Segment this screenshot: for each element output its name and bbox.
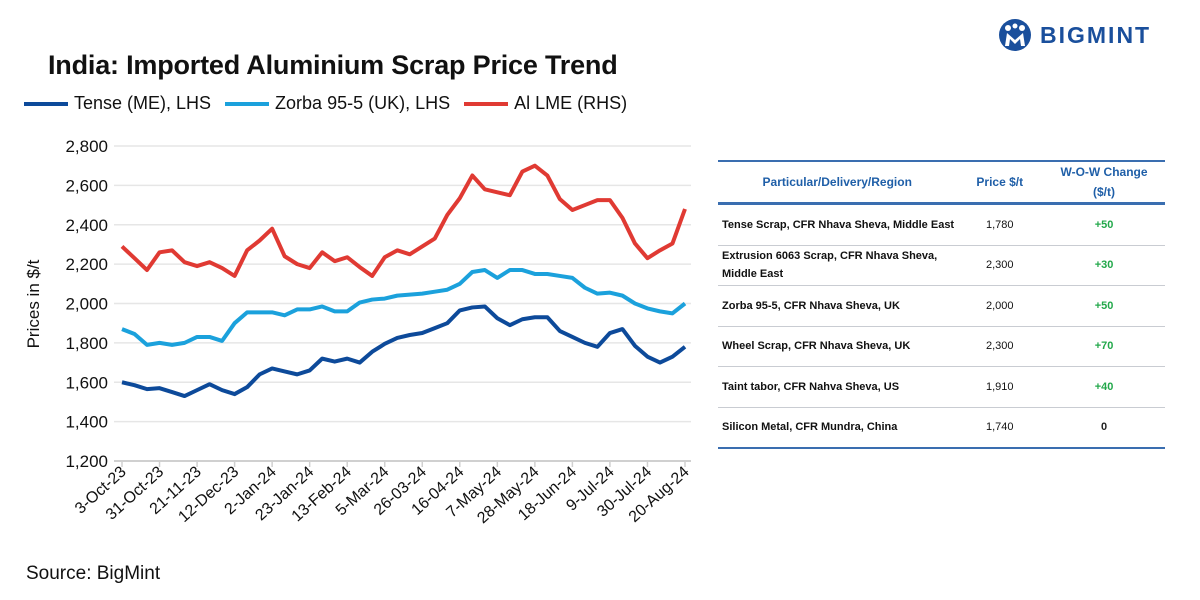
legend-swatch [464, 101, 509, 106]
table-row: Extrusion 6063 Scrap, CFR Nhava Sheva, M… [718, 245, 1165, 286]
price-table: Particular/Delivery/Region Price $/t W-O… [718, 160, 1165, 449]
legend-item-tense: Tense (ME), LHS [24, 93, 211, 114]
legend-label: Tense (ME), LHS [74, 93, 212, 113]
legend: Tense (ME), LHS Zorba 95-5 (UK), LHS Al … [24, 93, 627, 114]
table-row: Taint tabor, CFR Nahva Sheva, US 1,910 +40 [718, 366, 1165, 408]
series-line-al-lme [120, 163, 687, 278]
row-change: +30 [1043, 245, 1165, 286]
table-row: Silicon Metal, CFR Mundra, China 1,740 0 [718, 407, 1165, 449]
y-tick-label: 1,600 [65, 373, 108, 392]
row-price: 1,740 [956, 407, 1044, 449]
y-tick-label: 2,400 [65, 216, 108, 235]
row-price: 2,300 [956, 326, 1044, 367]
legend-item-lme: Al LME (RHS) [464, 93, 627, 114]
table-row: Wheel Scrap, CFR Nhava Sheva, UK 2,300 +70 [718, 326, 1165, 367]
table-header: Particular/Delivery/Region Price $/t W-O… [718, 160, 1165, 205]
row-change: +50 [1043, 285, 1165, 327]
header-particular: Particular/Delivery/Region [718, 160, 957, 205]
row-change: +50 [1043, 203, 1165, 246]
row-change: +40 [1043, 366, 1165, 408]
series-line-tense [121, 304, 687, 399]
y-tick-label: 1,400 [65, 413, 108, 432]
y-axis-label: Prices in $/t [24, 259, 43, 348]
row-particular: Wheel Scrap, CFR Nhava Sheva, UK [718, 326, 957, 367]
row-particular: Zorba 95-5, CFR Nhava Sheva, UK [718, 285, 957, 327]
row-change: 0 [1043, 407, 1165, 449]
y-tick-label: 2,600 [65, 176, 108, 195]
y-tick-label: 2,800 [65, 137, 108, 156]
legend-label: Al LME (RHS) [514, 93, 628, 113]
y-tick-label: 2,000 [65, 295, 108, 314]
bigmint-logo: BIGMINT [998, 18, 1151, 52]
chart-title: India: Imported Aluminium Scrap Price Tr… [48, 50, 618, 80]
row-particular: Tense Scrap, CFR Nhava Sheva, Middle Eas… [718, 203, 957, 246]
brand-name: BIGMINT [1040, 21, 1152, 48]
row-price: 1,910 [956, 366, 1044, 408]
legend-item-zorba: Zorba 95-5 (UK), LHS [225, 93, 450, 114]
table-row: Tense Scrap, CFR Nhava Sheva, Middle Eas… [718, 203, 1165, 246]
legend-label: Zorba 95-5 (UK), LHS [275, 93, 451, 113]
legend-swatch [24, 101, 68, 106]
line-chart: 1,200 1,400 1,600 1,800 2,000 2,200 2,400 2,600… [24, 137, 693, 527]
row-change: +70 [1043, 326, 1165, 367]
row-price: 2,000 [956, 285, 1044, 327]
source-note: Source: BigMint [26, 563, 161, 584]
header-change: W-O-W Change ($/t) [1043, 160, 1165, 205]
row-particular: Extrusion 6063 Scrap, CFR Nhava Sheva, M… [718, 245, 957, 286]
y-tick-label: 1,800 [65, 334, 108, 353]
y-tick-label: 2,200 [65, 255, 108, 274]
row-particular: Taint tabor, CFR Nahva Sheva, US [718, 366, 957, 408]
header-price: Price $/t [956, 160, 1044, 205]
series-line-zorba [121, 268, 687, 347]
y-tick-label: 1,200 [65, 452, 108, 471]
table-row: Zorba 95-5, CFR Nhava Sheva, UK 2,000 +50 [718, 285, 1165, 327]
row-price: 2,300 [956, 245, 1044, 286]
row-particular: Silicon Metal, CFR Mundra, China [718, 407, 957, 449]
bigmint-logo-icon [999, 19, 1031, 51]
row-price: 1,780 [956, 203, 1044, 246]
legend-swatch [225, 101, 270, 106]
